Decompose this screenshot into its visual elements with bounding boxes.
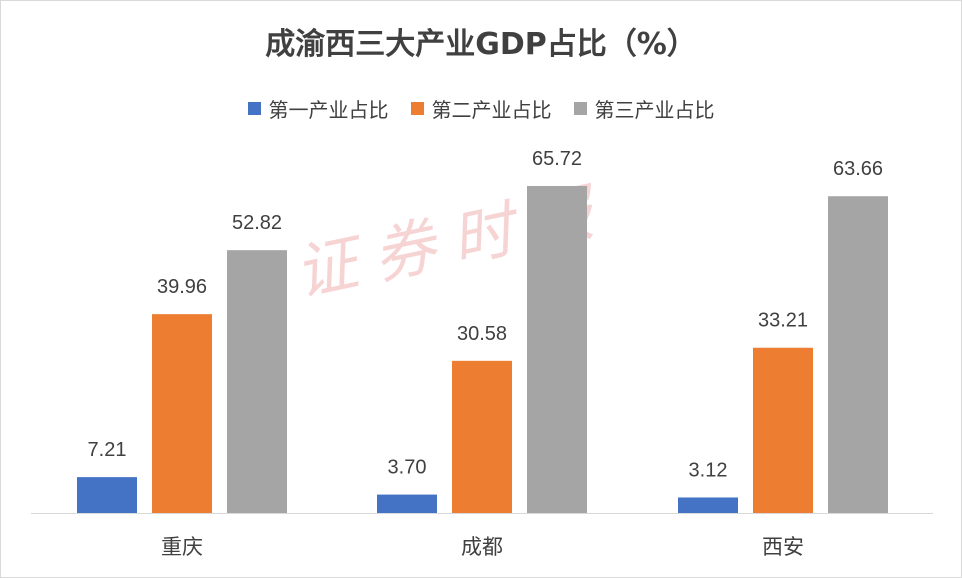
chart-title: 成渝西三大产业GDP占比（%）: [265, 27, 697, 62]
data-label: 3.70: [388, 457, 427, 479]
legend-item: 第一产业占比: [247, 94, 389, 123]
x-tick-label: 西安: [762, 535, 804, 559]
legend-label: 第一产业占比: [268, 98, 389, 122]
data-label: 3.12: [689, 459, 728, 481]
legend: 第一产业占比 第二产业占比 第三产业占比: [1, 94, 961, 123]
legend-label: 第三产业占比: [594, 98, 715, 122]
legend-swatch: [247, 102, 261, 115]
legend-item: 第二产业占比: [410, 94, 552, 123]
bar-2-1: [753, 347, 813, 513]
legend-item: 第三产业占比: [573, 94, 715, 123]
bar-0-0: [77, 477, 137, 513]
legend-swatch: [573, 102, 587, 115]
data-label: 33.21: [758, 310, 808, 332]
data-label: 52.82: [232, 212, 282, 234]
bar-0-1: [152, 314, 212, 513]
data-label: 63.66: [833, 158, 883, 180]
bar-1-1: [452, 360, 512, 513]
bar-2-0: [678, 497, 738, 513]
bar-2-2: [828, 196, 888, 513]
data-label: 7.21: [88, 439, 127, 461]
data-label: 65.72: [532, 148, 582, 170]
x-tick-label: 成都: [461, 535, 503, 559]
legend-label: 第二产业占比: [431, 98, 552, 122]
data-label: 39.96: [157, 276, 207, 298]
bar-0-2: [227, 250, 287, 514]
x-tick-label: 重庆: [161, 535, 203, 559]
data-label: 30.58: [457, 323, 507, 345]
bar-1-0: [377, 494, 437, 513]
bar-1-2: [527, 185, 587, 513]
legend-swatch: [410, 102, 424, 115]
